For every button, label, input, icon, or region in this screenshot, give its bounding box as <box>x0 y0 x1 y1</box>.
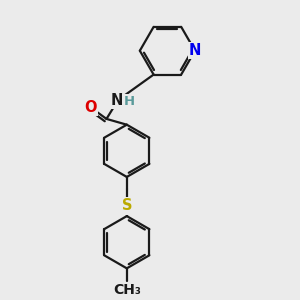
Text: O: O <box>84 100 97 115</box>
Text: H: H <box>124 95 135 108</box>
Text: CH₃: CH₃ <box>113 283 141 297</box>
Text: N: N <box>110 92 123 107</box>
Text: S: S <box>122 198 132 213</box>
Text: N: N <box>189 43 201 58</box>
